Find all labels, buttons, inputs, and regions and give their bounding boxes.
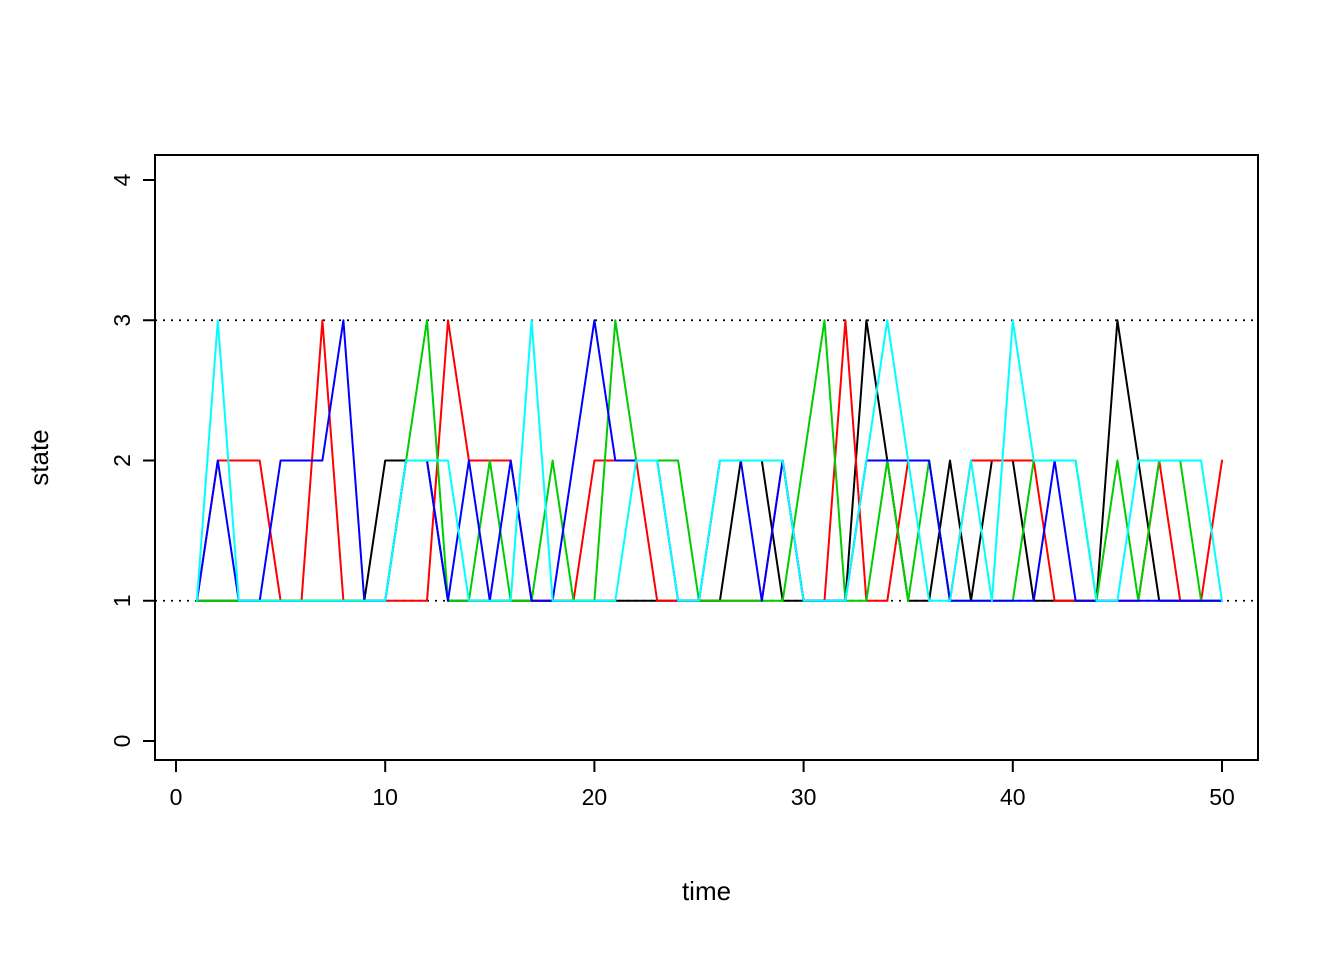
x-tick-label-30: 30: [791, 784, 817, 810]
y-axis-title: state: [24, 429, 54, 485]
x-tick-label-40: 40: [1000, 784, 1026, 810]
x-tick-label-50: 50: [1209, 784, 1235, 810]
x-tick-label-20: 20: [582, 784, 608, 810]
x-tick-label-0: 0: [170, 784, 183, 810]
y-tick-label-4: 4: [109, 173, 135, 186]
y-tick-label-1: 1: [109, 594, 135, 607]
y-tick-label-3: 3: [109, 314, 135, 327]
x-axis-title: time: [682, 876, 731, 906]
x-tick-label-10: 10: [372, 784, 398, 810]
y-tick-label-2: 2: [109, 454, 135, 467]
y-tick-label-0: 0: [109, 735, 135, 748]
series-line-chain-5-cyan: [195, 319, 1223, 602]
plot-border: [154, 154, 1259, 761]
